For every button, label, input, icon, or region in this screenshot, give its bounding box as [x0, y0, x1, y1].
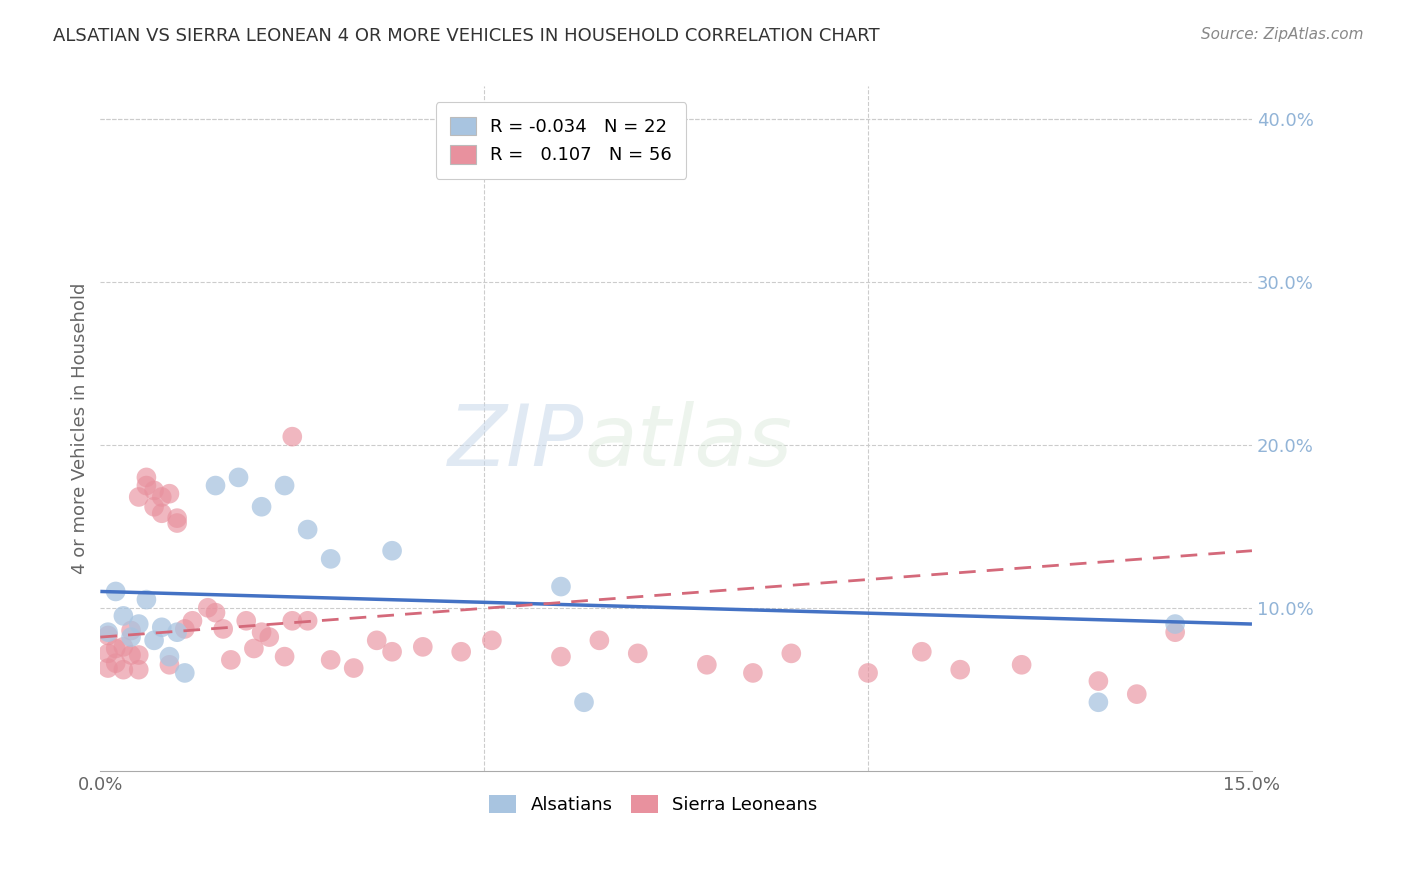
Point [742, 665, 765, 680]
Point [181, 614, 204, 628]
Point [97, 628, 120, 642]
Point [143, 483, 166, 498]
Point [1087, 674, 1109, 689]
Point [297, 614, 319, 628]
Point [135, 592, 157, 607]
Point [481, 633, 503, 648]
Point [97, 646, 120, 660]
Point [120, 630, 142, 644]
Point [366, 633, 388, 648]
Point [120, 648, 142, 662]
Point [128, 490, 150, 504]
Point [219, 653, 242, 667]
Point [949, 663, 972, 677]
Point [128, 663, 150, 677]
Point [780, 646, 803, 660]
Point [166, 625, 188, 640]
Point [104, 584, 127, 599]
Point [135, 478, 157, 492]
Point [319, 653, 342, 667]
Point [150, 490, 173, 504]
Point [159, 657, 181, 672]
Point [911, 645, 934, 659]
Point [197, 600, 219, 615]
Point [696, 657, 718, 672]
Point [97, 625, 120, 640]
Point [128, 648, 150, 662]
Point [120, 624, 142, 638]
Point [273, 478, 295, 492]
Point [1087, 695, 1109, 709]
Point [235, 614, 257, 628]
Point [135, 470, 157, 484]
Point [572, 695, 595, 709]
Point [150, 620, 173, 634]
Point [212, 622, 235, 636]
Text: ALSATIAN VS SIERRA LEONEAN 4 OR MORE VEHICLES IN HOUSEHOLD CORRELATION CHART: ALSATIAN VS SIERRA LEONEAN 4 OR MORE VEH… [53, 27, 880, 45]
Point [250, 500, 273, 514]
Point [381, 645, 404, 659]
Point [143, 500, 166, 514]
Text: atlas: atlas [583, 401, 792, 483]
Point [319, 552, 342, 566]
Point [250, 625, 273, 640]
Point [159, 486, 181, 500]
Point [273, 649, 295, 664]
Point [281, 614, 304, 628]
Point [150, 506, 173, 520]
Point [166, 511, 188, 525]
Point [173, 665, 195, 680]
Point [450, 645, 472, 659]
Point [112, 663, 135, 677]
Point [550, 580, 572, 594]
Point [112, 640, 135, 654]
Point [381, 543, 404, 558]
Point [259, 630, 281, 644]
Text: Source: ZipAtlas.com: Source: ZipAtlas.com [1201, 27, 1364, 42]
Legend: Alsatians, Sierra Leoneans: Alsatians, Sierra Leoneans [479, 786, 827, 823]
Point [112, 608, 135, 623]
Point [228, 470, 250, 484]
Point [204, 606, 226, 620]
Point [1126, 687, 1149, 701]
Point [1011, 657, 1033, 672]
Point [856, 665, 879, 680]
Y-axis label: 4 or more Vehicles in Household: 4 or more Vehicles in Household [72, 283, 89, 574]
Point [143, 633, 166, 648]
Point [243, 641, 266, 656]
Point [166, 516, 188, 530]
Point [412, 640, 434, 654]
Point [1164, 617, 1187, 632]
Point [104, 656, 127, 670]
Point [204, 478, 226, 492]
Point [297, 523, 319, 537]
Point [159, 649, 181, 664]
Point [97, 661, 120, 675]
Point [1164, 625, 1187, 640]
Point [281, 430, 304, 444]
Text: ZIP: ZIP [447, 401, 583, 483]
Point [627, 646, 650, 660]
Point [104, 641, 127, 656]
Point [588, 633, 610, 648]
Point [550, 649, 572, 664]
Point [128, 617, 150, 632]
Point [173, 622, 195, 636]
Point [343, 661, 366, 675]
